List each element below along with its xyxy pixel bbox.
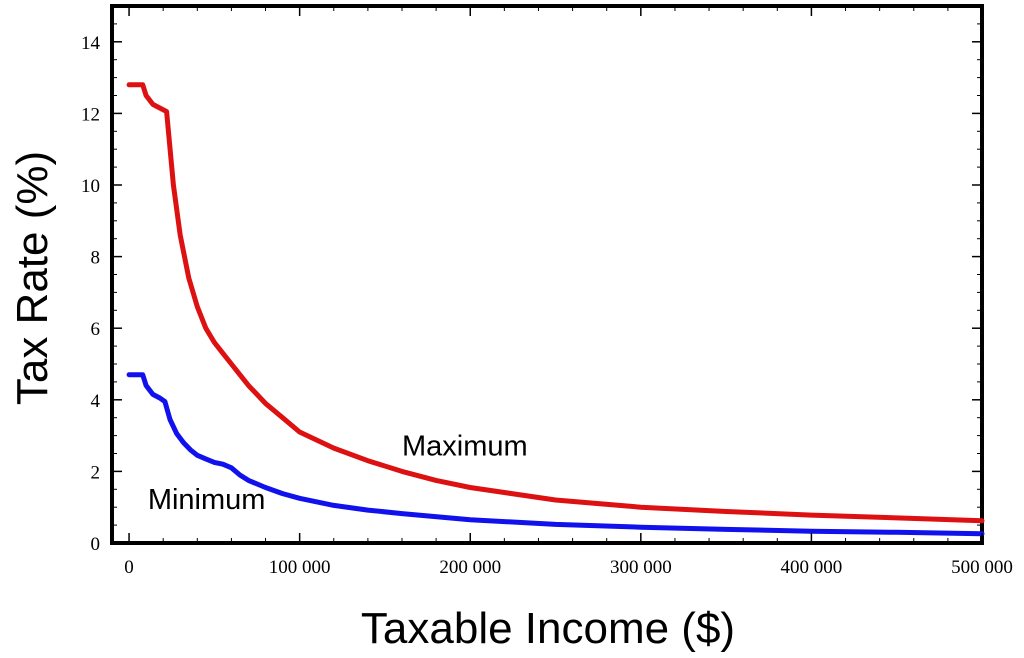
x-tick-label: 200 000 (439, 557, 501, 578)
x-tick-label: 100 000 (269, 557, 331, 578)
x-tick-label: 300 000 (610, 557, 672, 578)
plot-area (110, 4, 984, 545)
x-tick-label: 400 000 (781, 557, 843, 578)
y-tick-label: 12 (81, 104, 100, 125)
series-line-maximum (126, 82, 985, 524)
series-group (126, 82, 985, 537)
y-tick-label: 2 (91, 462, 101, 483)
plot-frame (110, 4, 984, 545)
series-line-minimum (126, 372, 985, 537)
x-tick-label: 500 000 (951, 557, 1013, 578)
x-axis-title: Taxable Income ($) (361, 604, 735, 653)
x-tick-label: 0 (124, 557, 134, 578)
y-tick-label: 0 (91, 534, 101, 555)
annotation-maximum: Maximum (402, 430, 528, 462)
annotations-group: Maximum Minimum (148, 430, 528, 516)
y-axis-title: Tax Rate (%) (8, 151, 57, 405)
annotation-minimum: Minimum (148, 484, 266, 516)
y-tick-label: 6 (91, 319, 101, 340)
ticks-group (112, 6, 983, 544)
y-tick-label: 14 (81, 33, 101, 54)
y-tick-label: 8 (91, 248, 101, 269)
tick-labels-group: 0 100 000 200 000 300 000 400 000 500 000 0 2 4 6… (81, 33, 1013, 578)
y-tick-label: 4 (91, 391, 101, 412)
y-tick-label: 10 (81, 176, 100, 197)
